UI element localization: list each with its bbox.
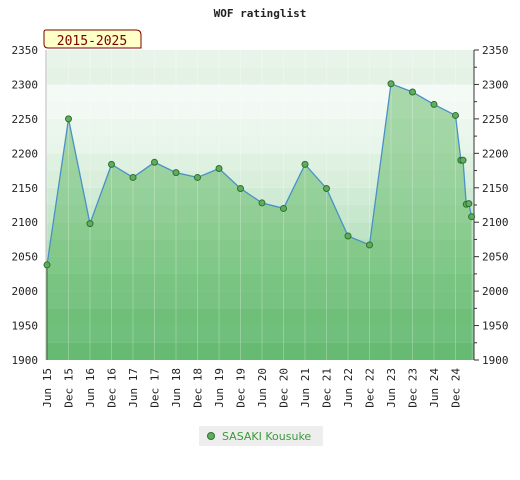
background-band: [46, 187, 474, 205]
background-band: [46, 84, 474, 102]
gridlines: [46, 50, 456, 360]
y-axis-right-ticks: 1900 1950 2000 2050 2100 2150 2200 2250 2300 2350: [474, 44, 509, 367]
y-tick-label-left: 2050: [12, 251, 39, 264]
chart-title: WOF ratinglist: [214, 7, 307, 20]
background-band: [46, 67, 474, 85]
data-point: [86, 220, 94, 228]
y-tick-label-left: 1900: [12, 354, 39, 367]
year-range-text: 2015-2025: [57, 34, 127, 49]
x-tick-label: Jun 18: [170, 368, 183, 408]
background-band: [46, 256, 474, 274]
y-tick-label-right: 2050: [482, 251, 509, 264]
x-tick-label: Jun 16: [84, 368, 97, 408]
y-tick-label-left: 2300: [12, 78, 39, 91]
data-point: [65, 115, 72, 123]
y-tick-label-left: 2250: [12, 113, 39, 126]
y-tick-label-right: 2000: [482, 285, 509, 298]
data-point: [459, 156, 467, 164]
x-tick-label: Dec 23: [407, 368, 420, 408]
x-tick-label: Dec 17: [149, 368, 162, 408]
background-band: [46, 325, 474, 343]
background-band: [46, 136, 474, 154]
y-tick-label-left: 1950: [12, 320, 39, 333]
background-band: [46, 101, 474, 119]
x-tick-label: Jun 20: [256, 368, 269, 408]
data-point: [366, 241, 373, 249]
data-point: [108, 160, 115, 168]
legend-marker-icon: [207, 432, 215, 440]
x-tick-label: Jun 19: [213, 368, 226, 408]
x-tick-label: Dec 22: [364, 368, 377, 408]
data-point: [129, 173, 137, 181]
x-tick-label: Jun 21: [299, 368, 312, 408]
y-tick-label-right: 2200: [482, 147, 509, 160]
data-point: [409, 88, 416, 96]
data-point: [468, 213, 476, 221]
y-tick-label-left: 2350: [12, 44, 39, 57]
data-point: [258, 199, 266, 207]
y-tick-label-right: 1900: [482, 354, 509, 367]
background-band: [46, 222, 474, 240]
y-axis-left-ticks: 1900 1950 2000 2050 2100 2150 2200 2250 2300 2350: [12, 44, 39, 367]
x-tick-label: Dec 18: [192, 368, 205, 408]
y-tick-label-right: 1950: [482, 320, 509, 333]
background-band: [46, 170, 474, 188]
legend: SASAKI Kousuke: [199, 426, 323, 446]
data-point: [237, 184, 244, 192]
x-axis-ticks: Jun 15 Dec 15 Jun 16 Dec 16 Jun 17 Dec 17 Jun …: [41, 368, 463, 408]
x-tick-label: Dec 15: [63, 368, 76, 408]
y-tick-label-right: 2350: [482, 44, 509, 57]
data-point: [280, 204, 287, 212]
y-tick-label-right: 2300: [482, 78, 509, 91]
x-tick-label: Jun 22: [342, 368, 355, 408]
x-tick-label: Jun 17: [127, 368, 140, 408]
data-point: [43, 261, 51, 269]
x-tick-label: Jun 24: [428, 368, 441, 408]
background-band: [46, 273, 474, 292]
x-tick-label: Jun 15: [41, 368, 54, 408]
area-layer: [47, 83, 472, 360]
data-point: [452, 111, 459, 119]
data-point: [172, 169, 180, 177]
background-band: [46, 205, 474, 223]
background-band: [46, 308, 474, 326]
y-tick-label-right: 2250: [482, 113, 509, 126]
data-point: [215, 164, 223, 172]
background-band: [46, 118, 474, 137]
x-tick-label: Dec 16: [106, 368, 119, 408]
year-range-badge: 2015-2025: [43, 29, 142, 49]
data-point: [194, 173, 201, 181]
x-tick-label: Dec 19: [235, 368, 248, 408]
data-point: [301, 160, 309, 168]
y-tick-label-left: 2000: [12, 285, 39, 298]
x-tick-label: Jun 23: [385, 368, 398, 408]
background-band: [46, 342, 474, 360]
series-area: [47, 83, 472, 360]
y-tick-label-left: 2100: [12, 216, 39, 229]
data-point: [151, 158, 158, 166]
data-point: [387, 80, 395, 88]
data-point: [344, 232, 352, 240]
data-point: [465, 200, 473, 208]
data-point: [430, 100, 438, 108]
y-tick-label-left: 2150: [12, 182, 39, 195]
data-points: [43, 80, 476, 269]
background-band: [46, 291, 474, 309]
legend-label: SASAKI Kousuke: [222, 429, 312, 443]
background-band: [46, 153, 474, 171]
x-tick-label: Dec 21: [321, 368, 334, 408]
x-tick-label: Dec 20: [278, 368, 291, 408]
y-tick-label-right: 2150: [482, 182, 509, 195]
background-band: [46, 50, 474, 68]
y-tick-label-left: 2200: [12, 147, 39, 160]
background-bands: [46, 50, 474, 360]
y-tick-label-right: 2100: [482, 216, 509, 229]
x-tick-label: Dec 24: [450, 368, 463, 408]
data-point: [323, 184, 330, 192]
